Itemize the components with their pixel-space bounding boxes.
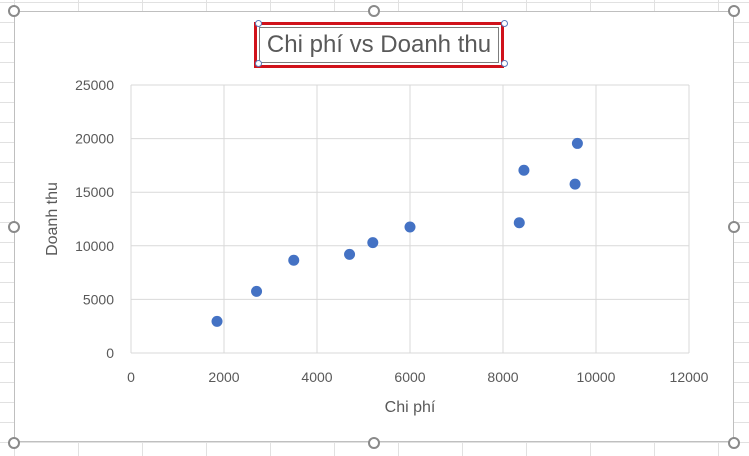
chart-title-selection[interactable]: Chi phí vs Doanh thu (254, 22, 504, 68)
data-point (513, 217, 525, 229)
y-tick-label: 5000 (83, 291, 114, 307)
x-tick-label: 10000 (577, 369, 616, 385)
x-tick-label: 2000 (208, 369, 239, 385)
data-point (288, 254, 300, 266)
y-axis-title: Doanh thu (44, 182, 61, 256)
title-handle-top-left[interactable] (255, 20, 262, 27)
title-handle-bottom-right[interactable] (501, 60, 508, 67)
data-point (569, 178, 581, 190)
data-point (211, 315, 223, 327)
y-tick-label: 0 (106, 345, 114, 361)
resize-handle-bottom-center[interactable] (368, 437, 380, 449)
y-tick-label: 15000 (75, 184, 114, 200)
x-tick-label: 12000 (670, 369, 709, 385)
y-tick-label: 10000 (75, 238, 114, 254)
data-point (518, 164, 530, 176)
y-tick-label: 20000 (75, 131, 114, 147)
resize-handle-bottom-right[interactable] (728, 437, 740, 449)
x-tick-label: 4000 (301, 369, 332, 385)
resize-handle-top-left[interactable] (8, 5, 20, 17)
data-point (367, 237, 379, 249)
resize-handle-middle-right[interactable] (728, 221, 740, 233)
data-point (344, 248, 356, 260)
title-handle-bottom-left[interactable] (255, 60, 262, 67)
chart-area[interactable] (14, 11, 734, 442)
x-tick-label: 6000 (394, 369, 425, 385)
title-handle-top-right[interactable] (501, 20, 508, 27)
resize-handle-bottom-left[interactable] (8, 437, 20, 449)
y-tick-label: 25000 (75, 77, 114, 93)
data-point (251, 285, 263, 297)
chart-title-frame (259, 27, 499, 63)
chart-title[interactable]: Chi phí vs Doanh thu (266, 31, 492, 58)
resize-handle-top-right[interactable] (728, 5, 740, 17)
data-point (404, 221, 416, 233)
x-axis-title: Chi phí (385, 399, 436, 416)
x-tick-label: 8000 (487, 369, 518, 385)
x-tick-label: 0 (127, 369, 135, 385)
data-point (571, 137, 583, 149)
resize-handle-middle-left[interactable] (8, 221, 20, 233)
resize-handle-top-center[interactable] (368, 5, 380, 17)
